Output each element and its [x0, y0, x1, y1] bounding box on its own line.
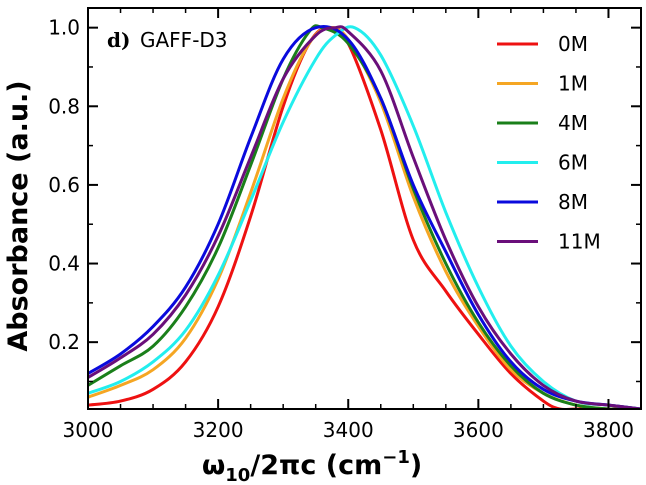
y-tick-label: 0.4	[48, 252, 80, 276]
legend-label-11M: 11M	[558, 230, 601, 254]
x-tick-label: 3200	[193, 418, 244, 442]
plot-frame	[87, 7, 642, 410]
y-tick-label: 1.0	[48, 16, 80, 40]
chart-title: GAFF-D3	[140, 28, 228, 52]
series-line-0M	[88, 26, 641, 409]
series-line-8M	[88, 24, 641, 409]
series-line-6M	[88, 25, 641, 409]
series-line-4M	[88, 24, 641, 409]
axis-ticks: 3000 3200 3400 3600 3800 0.2 0.4 0.6 0.8 1.0	[48, 8, 642, 442]
x-label-rest: /2πc (cm	[250, 450, 382, 481]
y-tick-label: 0.8	[48, 94, 80, 118]
x-label-omega: ω	[202, 450, 225, 481]
plot-area	[88, 24, 641, 409]
x-axis-label: ω10/2πc (cm−1)	[202, 447, 422, 485]
y-axis-label: Absorbance (a.u.)	[3, 80, 34, 351]
x-label-superscript: −1	[382, 447, 410, 468]
x-label-subscript: 10	[225, 465, 250, 485]
x-tick-label: 3800	[583, 418, 634, 442]
x-tick-label: 3600	[453, 418, 504, 442]
legend-label-4M: 4M	[558, 111, 588, 135]
legend: 0M 1M 4M 6M 8M 11M	[497, 32, 601, 254]
y-tick-label: 0.6	[48, 173, 80, 197]
legend-label-1M: 1M	[558, 72, 588, 96]
x-tick-label: 3400	[323, 418, 374, 442]
x-label-close: )	[410, 450, 422, 481]
y-tick-label: 0.2	[48, 330, 80, 354]
x-tick-label: 3000	[63, 418, 114, 442]
legend-label-8M: 8M	[558, 190, 588, 214]
legend-label-6M: 6M	[558, 151, 588, 175]
panel-letter: d)	[107, 28, 130, 52]
legend-label-0M: 0M	[558, 32, 588, 56]
series-line-11M	[88, 25, 641, 409]
